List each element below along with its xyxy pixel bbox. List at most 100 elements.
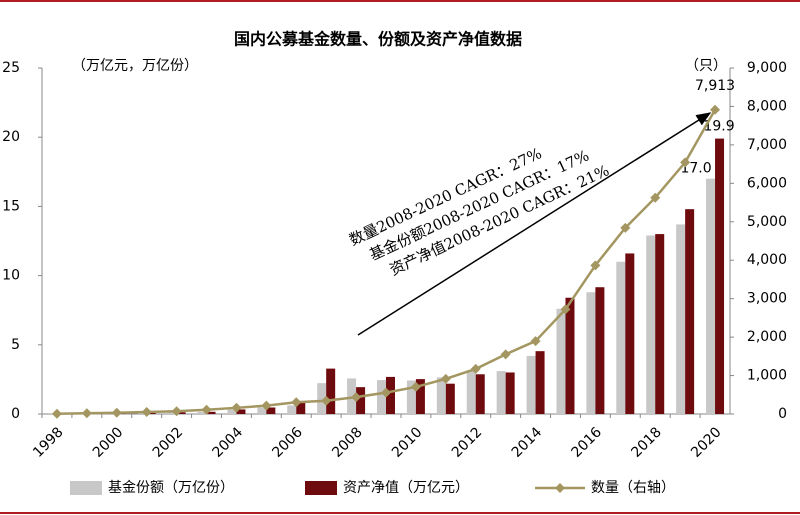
marker xyxy=(81,408,92,419)
legend-swatch xyxy=(305,481,337,495)
marker xyxy=(470,363,481,374)
bar xyxy=(326,368,336,414)
y2-tick-label: 8,000 xyxy=(747,98,787,114)
bar xyxy=(676,224,686,414)
y2-tick-label: 1,000 xyxy=(747,368,787,384)
bar xyxy=(197,411,207,414)
bar xyxy=(377,380,386,414)
bar xyxy=(287,405,297,414)
bar xyxy=(586,292,596,414)
marker xyxy=(650,192,661,203)
marker xyxy=(530,336,541,347)
bar xyxy=(436,377,446,414)
marker xyxy=(51,408,62,419)
y2-tick-label: 0 xyxy=(778,406,787,422)
bar xyxy=(475,374,485,414)
legend-label: 数量（右轴） xyxy=(591,480,675,496)
y-tick-label: 5 xyxy=(11,337,20,353)
marker xyxy=(410,381,421,392)
marker xyxy=(590,260,601,271)
x-tick-label: 1998 xyxy=(30,424,67,461)
chart-title: 国内公募基金数量、份额及资产净值数据 xyxy=(234,30,522,49)
annotation-group: 数量2008-2020 CAGR：27% 基金份额2008-2020 CAGR：… xyxy=(346,144,612,279)
bar xyxy=(137,412,147,414)
bar xyxy=(646,235,656,414)
marker xyxy=(560,304,571,315)
bar xyxy=(625,253,635,414)
bar xyxy=(685,209,695,414)
marker xyxy=(500,349,511,360)
x-tick-label: 2010 xyxy=(389,424,426,461)
y-axis-label: （万亿元，万亿份） xyxy=(72,58,198,74)
bar xyxy=(347,378,357,414)
bar xyxy=(236,409,246,414)
marker xyxy=(710,104,721,115)
bar xyxy=(146,412,156,414)
marker xyxy=(680,157,691,168)
bar xyxy=(356,387,366,414)
marker xyxy=(201,404,212,415)
bar xyxy=(526,355,536,414)
legend-label: 资产净值（万亿元） xyxy=(343,480,469,496)
bar xyxy=(167,412,177,414)
bar xyxy=(505,372,515,414)
bar xyxy=(706,178,716,414)
y2-tick-label: 4,000 xyxy=(747,252,787,268)
marker xyxy=(171,406,182,417)
y-tick-label: 0 xyxy=(11,406,20,422)
bar xyxy=(655,234,665,414)
x-tick-label: 2018 xyxy=(628,424,665,461)
bar xyxy=(406,380,416,414)
bar xyxy=(176,412,186,414)
marker xyxy=(111,407,122,418)
marker xyxy=(291,397,302,408)
bar xyxy=(415,379,425,414)
data-label: 7,913 xyxy=(695,78,735,94)
x-tick-label: 2000 xyxy=(90,424,127,461)
x-tick-label: 2016 xyxy=(569,424,606,461)
marker xyxy=(381,387,391,398)
y-tick-label: 15 xyxy=(2,198,20,214)
y2-tick-label: 5,000 xyxy=(747,214,787,230)
legend-swatch xyxy=(555,483,565,493)
bar xyxy=(227,409,237,414)
bar xyxy=(386,376,395,414)
legend-swatch xyxy=(70,481,102,495)
bar xyxy=(535,351,545,414)
y2-tick-label: 3,000 xyxy=(747,291,787,307)
x-tick-label: 2008 xyxy=(329,424,366,461)
data-label: 17.0 xyxy=(680,161,711,177)
bar xyxy=(257,407,267,414)
data-label: 19.9 xyxy=(703,119,734,135)
bar xyxy=(556,308,566,414)
y-tick-label: 25 xyxy=(2,60,20,76)
bar xyxy=(715,138,725,415)
x-tick-label: 2004 xyxy=(210,424,247,461)
trend-arrow xyxy=(357,112,712,336)
bar xyxy=(266,407,276,414)
bar xyxy=(616,261,626,414)
marker xyxy=(261,400,272,411)
bar xyxy=(466,370,476,414)
bar xyxy=(317,383,327,414)
marker xyxy=(620,222,631,233)
x-tick-label: 2002 xyxy=(150,424,187,461)
y2-axis-label: （只） xyxy=(685,58,727,74)
marker xyxy=(321,395,332,406)
x-tick-label: 2006 xyxy=(269,424,306,461)
y2-tick-label: 6,000 xyxy=(747,175,787,191)
y2-tick-label: 2,000 xyxy=(747,329,787,345)
y-tick-label: 10 xyxy=(2,268,20,284)
bar xyxy=(445,383,455,414)
x-tick-label: 2012 xyxy=(449,424,486,461)
bar xyxy=(296,402,306,414)
annotation: 基金份额2008-2020 CAGR：17% xyxy=(367,146,592,264)
bar xyxy=(496,371,506,414)
x-tick-label: 2020 xyxy=(688,424,725,461)
y2-tick-label: 7,000 xyxy=(747,137,787,153)
bar xyxy=(595,287,605,414)
bar xyxy=(206,411,216,414)
marker xyxy=(351,392,362,403)
legend-label: 基金份额（万亿份） xyxy=(108,479,234,496)
